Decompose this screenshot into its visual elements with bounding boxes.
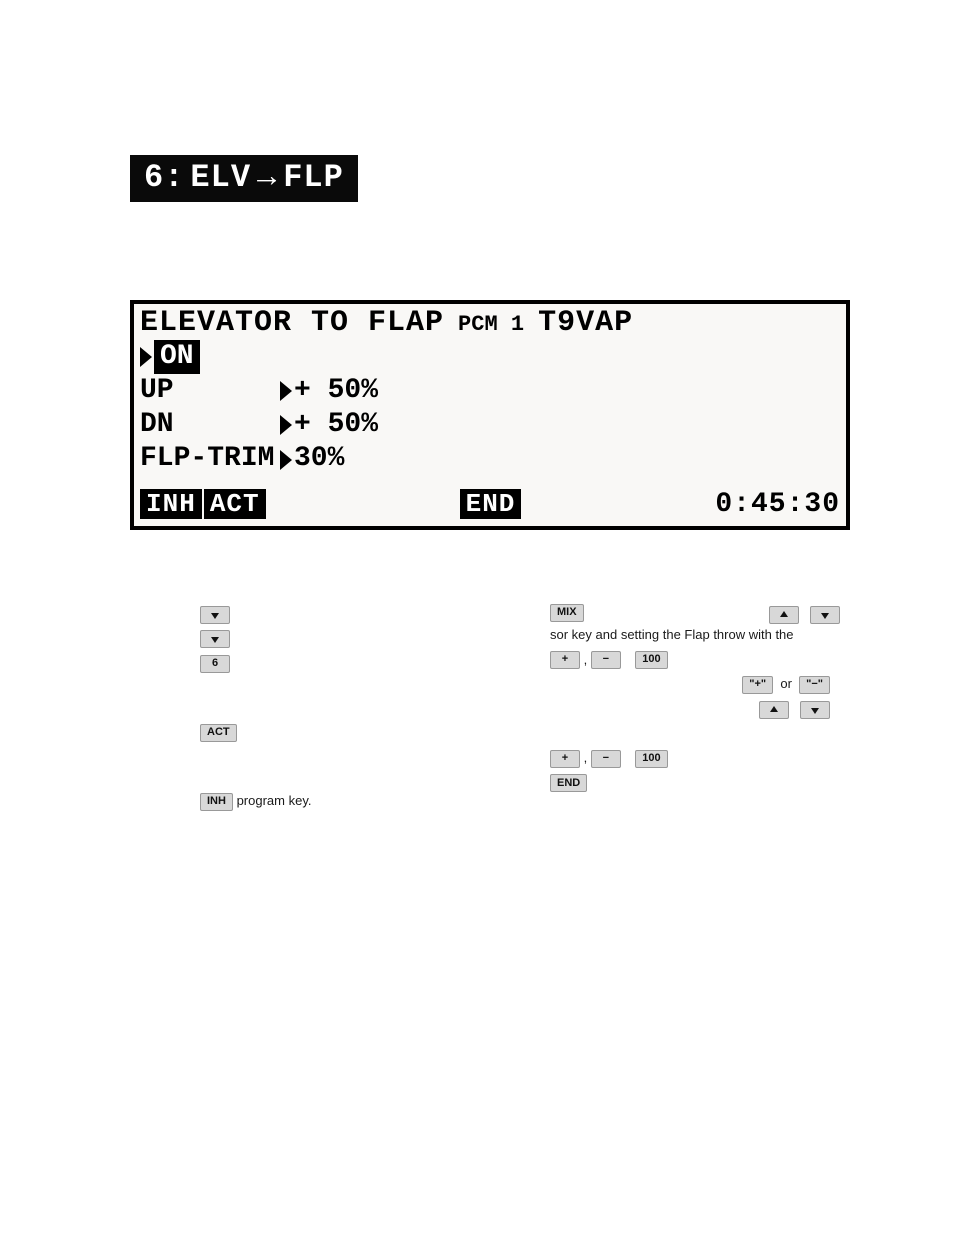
pointer-icon — [280, 381, 292, 401]
act-key[interactable]: ACT — [200, 724, 237, 742]
minus-key[interactable]: − — [591, 750, 621, 768]
act-indicator: ACT — [204, 489, 266, 519]
inh-act-group: INH ACT — [140, 489, 266, 519]
inh-indicator: INH — [140, 489, 202, 519]
instructions-left-col: 6 ACT INH program key. — [200, 600, 490, 816]
pointer-icon — [280, 415, 292, 435]
minus-key[interactable]: − — [591, 651, 621, 669]
up-arrow-key[interactable] — [769, 606, 799, 624]
mix-key[interactable]: MIX — [550, 604, 584, 622]
lcd-footer-row: INH ACT END 0:45:30 — [134, 481, 846, 526]
instr-line — [550, 699, 840, 720]
six-key[interactable]: 6 — [200, 655, 230, 673]
minus-quoted-key[interactable]: "−" — [799, 676, 830, 694]
down-arrow-key[interactable] — [810, 606, 840, 624]
instr-line: + , − 100 — [550, 748, 840, 769]
down-arrow-key[interactable] — [200, 606, 230, 624]
instr-line: INH program key. — [200, 791, 490, 812]
instr-line: ACT — [200, 722, 490, 743]
row-label: DN — [140, 408, 280, 442]
arrow-right-icon: → — [257, 159, 277, 196]
end-indicator: END — [460, 489, 522, 519]
instr-line — [200, 629, 490, 650]
menu-right-label: FLP — [283, 159, 344, 196]
menu-header: 6:ELV → FLP — [130, 155, 358, 202]
instr-text: sor key and setting the Flap throw with … — [550, 627, 794, 642]
instructions-area: 6 ACT INH program key. MIX — [200, 600, 840, 816]
instr-line: MIX sor key and setting the Flap throw w… — [550, 604, 840, 646]
lcd-row-flptrim: FLP-TRIM 30% — [140, 442, 840, 476]
on-indicator: ON — [154, 340, 200, 374]
instr-text: or — [780, 676, 792, 691]
hundred-key[interactable]: 100 — [635, 750, 667, 768]
row-label: UP — [140, 374, 280, 408]
plus-quoted-key[interactable]: "+" — [742, 676, 773, 694]
end-key[interactable]: END — [550, 774, 587, 792]
row-value: + 50% — [294, 374, 378, 408]
lcd-title-main: ELEVATOR TO FLAP — [140, 306, 444, 340]
lcd-title-mode: PCM 1 — [458, 312, 524, 337]
menu-number: 6: — [144, 159, 184, 196]
instructions-right-col: MIX sor key and setting the Flap throw w… — [550, 600, 840, 816]
down-arrow-key[interactable] — [800, 701, 830, 719]
up-arrow-key[interactable] — [759, 701, 789, 719]
instr-line: 6 — [200, 654, 490, 675]
instr-line: "+" or "−" — [550, 674, 840, 695]
timer-value: 0:45:30 — [715, 489, 840, 520]
pointer-icon — [280, 450, 292, 470]
instr-line — [200, 604, 490, 625]
instr-line: END — [550, 773, 840, 794]
cursor-icon — [140, 347, 152, 367]
row-value: + 50% — [294, 408, 378, 442]
lcd-screen: ELEVATOR TO FLAP PCM 1 T9VAP ON UP + 50%… — [130, 300, 850, 530]
lcd-row-up: UP + 50% — [140, 374, 840, 408]
instr-line: + , − 100 — [550, 650, 840, 671]
lcd-body: ON UP + 50% DN + 50% FLP-TRIM 30% — [134, 340, 846, 481]
lcd-title-row: ELEVATOR TO FLAP PCM 1 T9VAP — [134, 304, 846, 340]
menu-left-label: ELV — [190, 159, 251, 196]
down-arrow-key[interactable] — [200, 630, 230, 648]
inh-key[interactable]: INH — [200, 793, 233, 811]
lcd-title-model: T9VAP — [538, 306, 633, 340]
lcd-row-dn: DN + 50% — [140, 408, 840, 442]
instr-text: program key. — [237, 793, 312, 808]
lcd-on-row: ON — [140, 340, 840, 374]
row-value: 30% — [294, 442, 344, 476]
plus-key[interactable]: + — [550, 651, 580, 669]
row-label: FLP-TRIM — [140, 442, 280, 476]
hundred-key[interactable]: 100 — [635, 651, 667, 669]
plus-key[interactable]: + — [550, 750, 580, 768]
